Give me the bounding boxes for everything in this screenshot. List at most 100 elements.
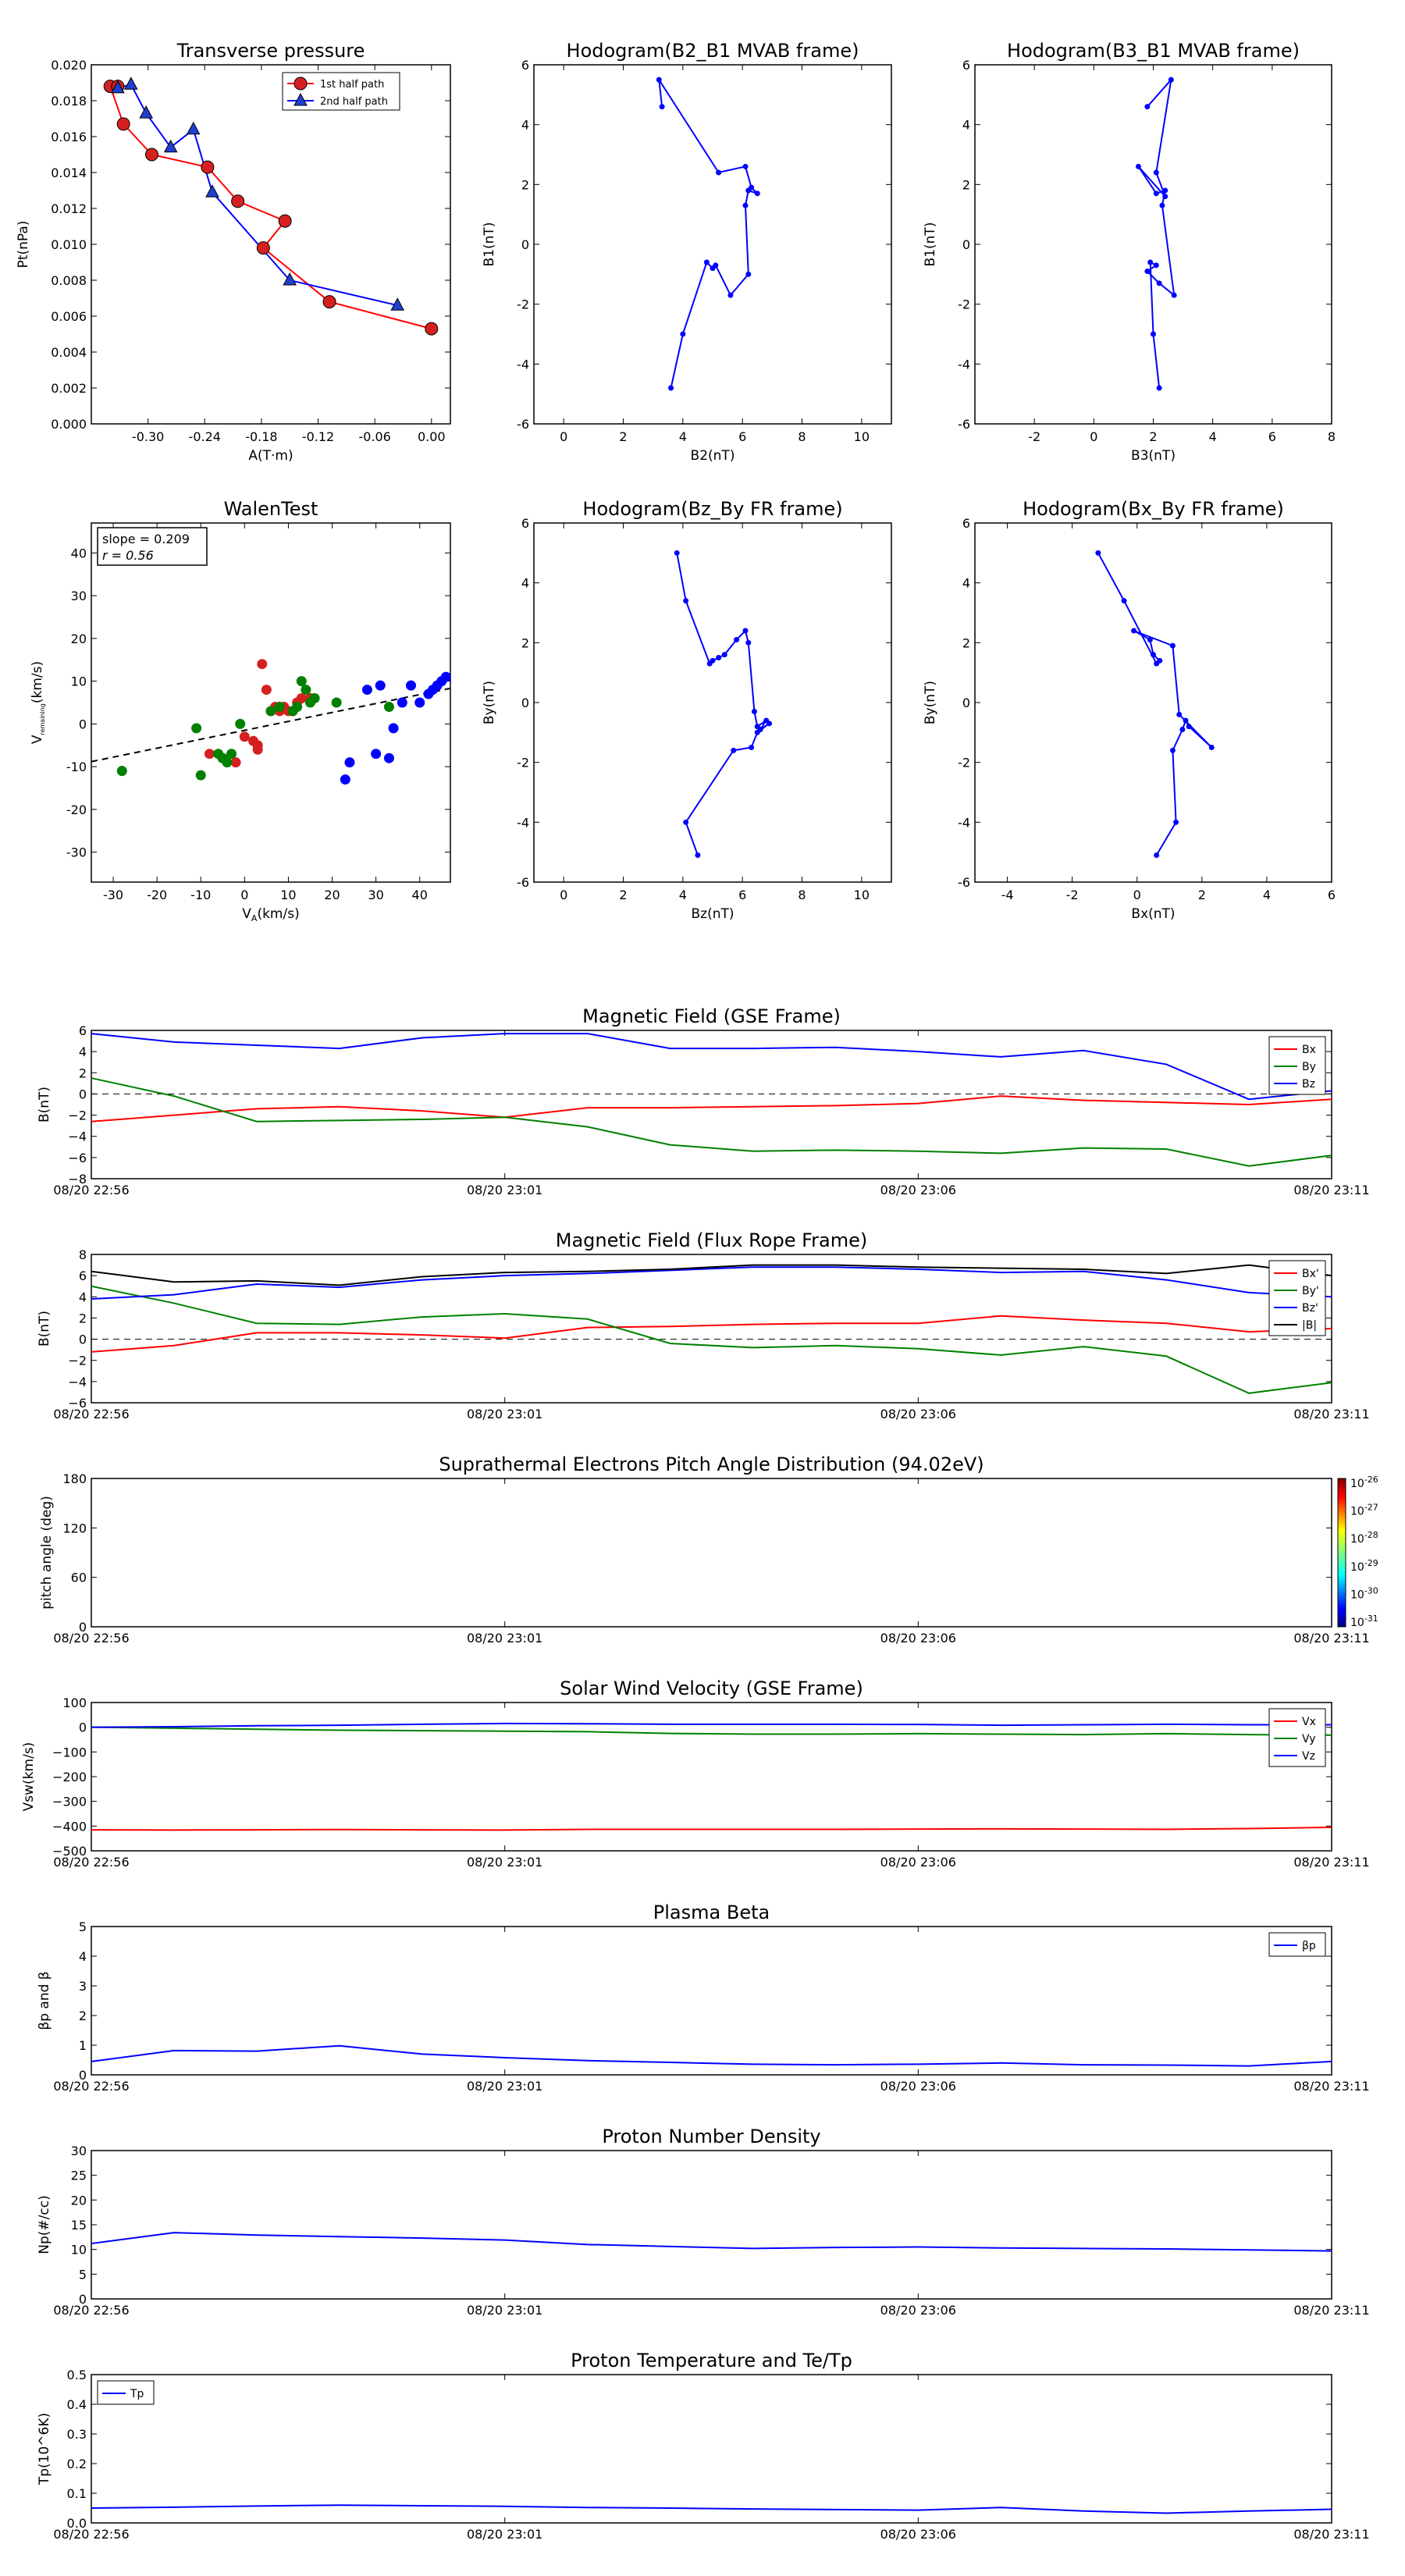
y-axis-label: B1(nT) [923,222,938,267]
chart-title: Plasma Beta [653,1902,770,1923]
data-point [1186,724,1192,730]
x-tick-label: 2 [1149,429,1157,444]
x-tick-label: -30 [103,888,123,902]
series-line [91,1826,1332,1831]
data-point [1156,280,1162,286]
data-point [713,262,719,269]
colorbar [1337,1478,1346,1628]
y-tick-label: -4 [958,357,970,372]
data-point [201,160,215,174]
x-tick-label: -0.30 [132,429,164,444]
data-point [230,757,241,768]
y-tick-label: 30 [71,2144,87,2158]
x-tick-label: 08/20 22:56 [53,2303,129,2318]
x-tick-label: 08/20 23:06 [880,1183,956,1197]
solar-wind-velocity-chart: Solar Wind Velocity (GSE Frame) −500 −400 −… [21,1678,1370,1870]
data-point [450,676,460,686]
data-point [1153,190,1159,197]
y-tick-label: −2 [68,1108,87,1123]
walen-test-chart: WalenTest -30 -20 -10 0 10 20 30 40 -30 -20 -10 0 10 2… [30,498,460,923]
y-tick-label: 15 [71,2218,87,2233]
data-point [205,184,219,197]
data-point [1121,598,1127,604]
data-point [706,660,713,667]
data-point [222,757,233,768]
x-tick-label: -0.24 [189,429,221,444]
data-point [231,194,245,208]
data-point [731,747,737,753]
plot-frame [91,64,451,425]
legend-label: βp [1302,1940,1316,1952]
y-tick-label: -2 [958,756,970,770]
x-tick-label: 10 [280,888,296,902]
data-point [296,676,307,687]
data-point [1147,637,1153,642]
series-line [91,2504,1332,2514]
plot-frame [91,522,451,883]
x-tick-label: 08/20 23:01 [467,1183,542,1197]
y-tick-label: -10 [66,760,87,774]
x-tick-label: 08/20 23:06 [880,2527,956,2542]
data-point [1173,819,1179,825]
y-tick-label: 100 [62,1695,87,1710]
colorbar-tick-label: 10-27 [1350,1503,1378,1518]
data-point [278,214,292,228]
data-point [683,819,689,825]
y-tick-label: 4 [79,1044,87,1059]
y-tick-label: 0 [521,237,529,252]
y-tick-label: 0.010 [51,237,87,252]
x-tick-label: 2 [1198,888,1206,902]
hodogram-b2b1-chart: Hodogram(B2_B1 MVAB frame) -6 -4 -2 0 2 4 6 0 2 4 6… [482,40,892,464]
y-axis-label: B(nT) [37,1087,52,1123]
data-point [745,271,752,277]
data-point [683,598,689,604]
data-point [191,723,202,734]
data-point [406,680,417,691]
data-point [1168,76,1174,83]
legend-label: Vy [1302,1733,1316,1745]
data-point [716,655,722,660]
y-tick-label: 2 [962,177,970,192]
data-point [296,693,307,704]
y-axis-label: Vremaining(km/s) [30,661,46,744]
x-tick-label: 08/20 23:01 [467,1855,542,1870]
x-tick-label: -0.18 [245,429,277,444]
x-tick-label: 10 [854,888,870,902]
data-point [390,297,405,311]
x-tick-label: 08/20 23:01 [467,2303,542,2318]
y-tick-label: 2 [79,1311,87,1325]
legend-label: Vz [1302,1750,1315,1763]
plot-frame [974,522,1332,883]
x-tick-label: -10 [190,888,211,902]
data-point [1147,259,1154,265]
y-tick-label: -6 [958,875,970,890]
x-tick-label: -2 [1028,429,1040,444]
y-tick-label: 1 [79,2038,87,2053]
y-tick-label: 0 [79,1720,87,1735]
y-tick-label: 0.1 [67,2486,87,2501]
y-tick-label: 0.008 [51,273,87,288]
data-point [186,121,201,135]
data-point [440,671,450,682]
data-point [256,241,270,255]
y-tick-label: 10 [71,674,87,689]
plot-frame [974,64,1332,425]
y-tick-label: 5 [79,1920,87,1934]
y-tick-label: 4 [521,576,529,591]
y-axis-label: Tp(10^6K) [37,2413,52,2485]
data-point [1154,852,1160,858]
proton-temperature-chart: Proton Temperature and Te/Tp 0.0 0.1 0.2 0.3… [37,2350,1370,2542]
y-tick-label: -6 [958,417,970,432]
y-tick-label: 5 [79,2267,87,2282]
x-tick-label: 08/20 22:56 [53,1407,129,1421]
data-point [144,148,158,162]
x-tick-label: -2 [1066,888,1079,902]
x-tick-label: 8 [798,429,806,444]
data-point [1151,652,1156,658]
y-tick-label: 2 [521,635,529,650]
data-point [388,723,399,734]
data-point [344,757,355,768]
legend-label: Bz [1302,1078,1315,1091]
y-tick-label: 0.0 [67,2516,87,2531]
